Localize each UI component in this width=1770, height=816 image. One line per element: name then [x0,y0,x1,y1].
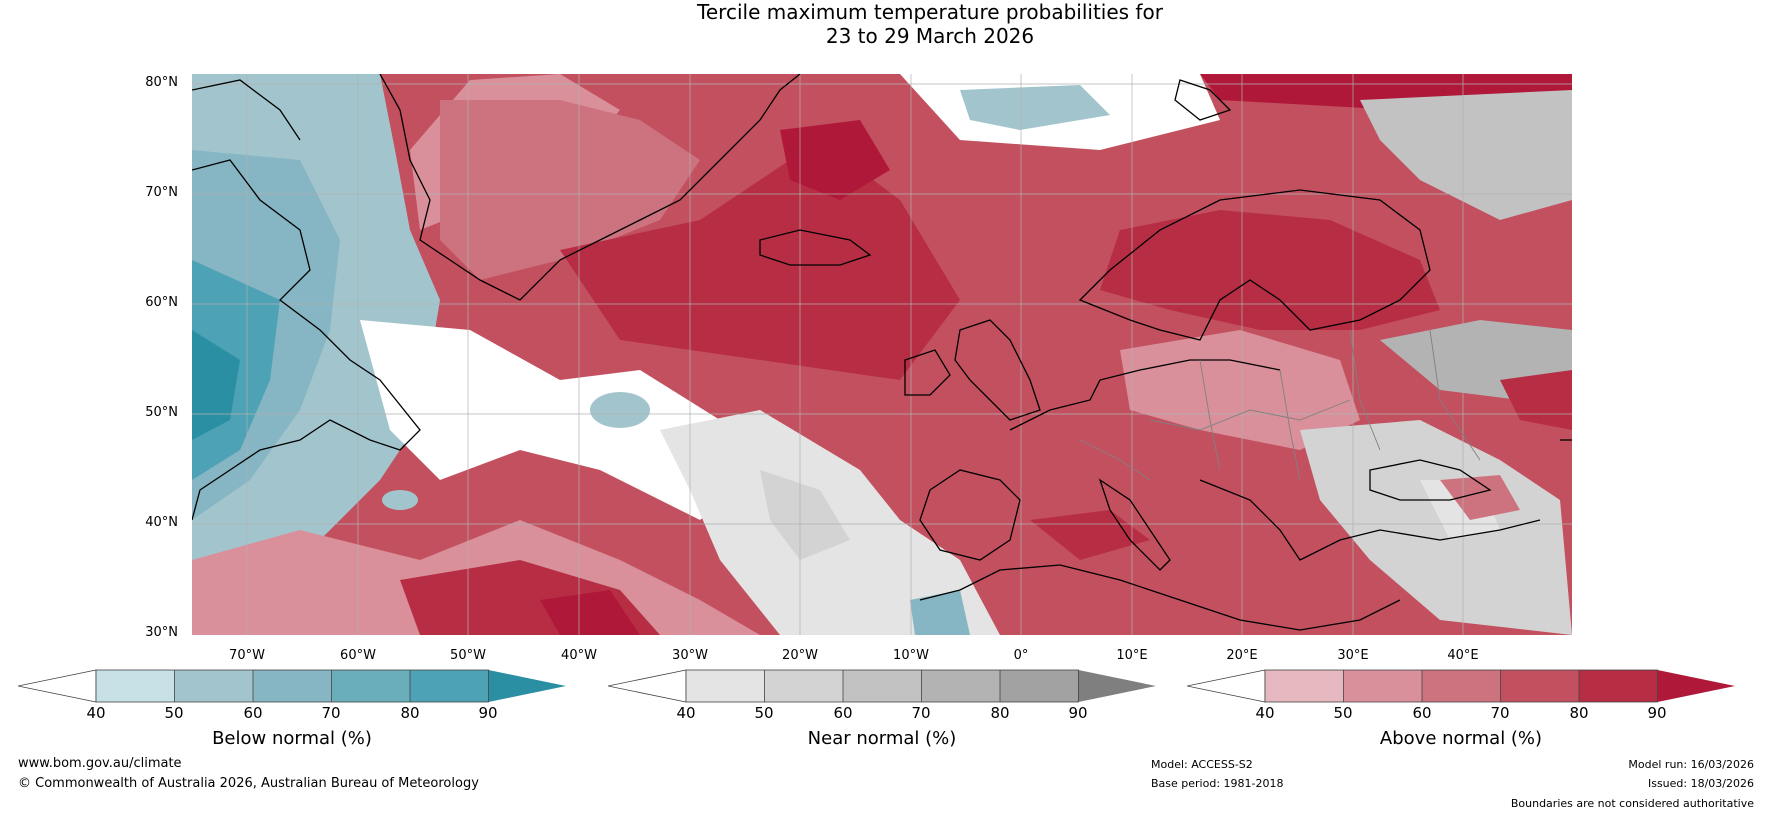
title-line-1: Tercile maximum temperature probabilitie… [697,0,1163,24]
above-tick-80: 80 [1569,704,1589,722]
below-normal-label: Below normal (%) [212,728,372,749]
below-tick-70: 70 [321,704,341,722]
below-tick-40: 40 [86,704,106,722]
colorbar-below-seg-0 [18,669,97,703]
colorbar-near-seg-6 [1078,670,1156,702]
boundaries-disclaimer: Boundaries are not considered authoritat… [1510,797,1754,810]
lon-label-70w: 70°W [229,648,265,663]
near-tick-40: 40 [676,704,696,722]
colorbar-near-seg-0 [608,669,687,703]
colorbar-below-seg-1 [96,670,175,702]
above-tick-90: 90 [1647,704,1667,722]
above-tick-70: 70 [1490,704,1510,722]
colorbar-above-seg-5 [1579,670,1658,702]
probability-field [192,74,1572,635]
colorbar-below-seg-2 [174,670,253,702]
colorbar-near-seg-2 [764,670,843,702]
above-tick-40: 40 [1255,704,1275,722]
colorbar-below-seg-6 [488,670,566,702]
copyright-text: © Commonwealth of Australia 2026, Austra… [18,776,479,791]
lon-label-20e: 20°E [1226,648,1258,663]
near-tick-90: 90 [1068,704,1088,722]
below-tick-90: 90 [478,704,498,722]
lon-label-40w: 40°W [561,648,597,663]
lat-label-30n: 30°N [145,625,178,640]
colorbar-near-seg-3 [843,670,922,702]
lon-label-30w: 30°W [672,648,708,663]
country-borders [1079,329,1481,481]
title-line-2: 23 to 29 March 2026 [825,24,1035,48]
lat-label-60n: 60°N [145,295,178,310]
colorbar-above-seg-6 [1657,670,1735,702]
issued-date: Issued: 18/03/2026 [1647,777,1754,790]
above-tick-50: 50 [1333,704,1353,722]
lat-label-50n: 50°N [145,405,178,420]
graticule [192,74,1572,635]
model-run-date: Model run: 16/03/2026 [1628,758,1754,771]
above-normal-label: Above normal (%) [1379,728,1543,749]
colorbar-near-seg-4 [921,670,1000,702]
near-tick-70: 70 [911,704,931,722]
below-tick-60: 60 [243,704,263,722]
above-tick-60: 60 [1412,704,1432,722]
colorbar-above-seg-4 [1500,670,1579,702]
colorbar-above-seg-2 [1343,670,1422,702]
lon-label-20w: 20°W [782,648,818,663]
map-title: Tercile maximum temperature probabilitie… [0,0,1770,48]
colorbar-above-seg-1 [1265,670,1344,702]
colorbar-above-seg-3 [1422,670,1501,702]
lat-label-70n: 70°N [145,185,178,200]
below-tick-50: 50 [164,704,184,722]
website-link[interactable]: www.bom.gov.au/climate [18,756,182,771]
colorbar-below-seg-5 [410,670,489,702]
base-period: Base period: 1981-2018 [1151,777,1284,790]
lon-label-40e: 40°E [1447,648,1479,663]
colorbar-below-seg-4 [331,670,410,702]
colorbar-near-seg-1 [686,670,765,702]
colorbar-below [18,669,566,703]
lon-label-10e: 10°E [1116,648,1148,663]
near-tick-60: 60 [833,704,853,722]
colorbar-above [1187,669,1735,703]
near-tick-50: 50 [754,704,774,722]
colorbar-near [608,669,1156,703]
lon-label-0: 0° [1013,648,1029,663]
below-tick-80: 80 [400,704,420,722]
colorbar-below-seg-3 [253,670,332,702]
lat-label-40n: 40°N [145,515,178,530]
lon-label-30e: 30°E [1337,648,1369,663]
lon-label-50w: 50°W [450,648,486,663]
colorbar-near-seg-5 [1000,670,1079,702]
colorbar-above-seg-0 [1187,669,1266,703]
near-normal-label: Near normal (%) [807,728,957,749]
lat-label-80n: 80°N [145,75,178,90]
model-name: Model: ACCESS-S2 [1151,758,1253,771]
lon-label-10w: 10°W [893,648,929,663]
near-tick-80: 80 [990,704,1010,722]
lon-label-60w: 60°W [340,648,376,663]
coastlines [192,74,1572,631]
